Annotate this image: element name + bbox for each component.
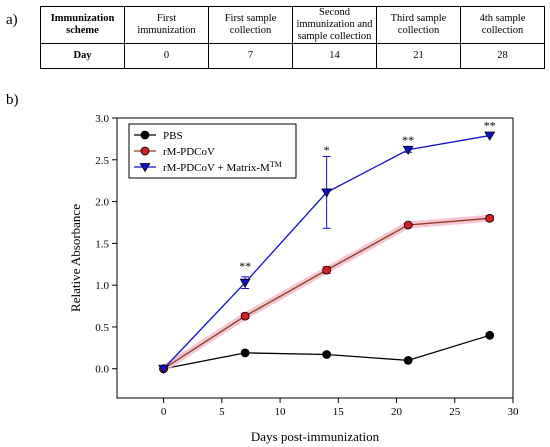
table-cell: 4th sample collection — [460, 6, 545, 44]
series-line-rm-pdcov — [163, 217, 490, 370]
table-cell: 14 — [292, 43, 377, 69]
data-point-rm-pdcov — [322, 265, 332, 275]
table-cell: 28 — [460, 43, 545, 69]
table-row: Day 0 7 14 21 28 — [40, 43, 545, 69]
x-tick-label: 15 — [333, 406, 345, 418]
table-row-header: Day — [40, 43, 125, 69]
significance-label: * — [324, 143, 330, 157]
table-cell: Second immunization and sample collectio… — [292, 6, 377, 44]
y-tick-label: 0.5 — [95, 322, 109, 334]
plot-frame — [116, 117, 514, 399]
legend-label-text: PBS — [163, 130, 183, 142]
table-cell: Third sample collection — [376, 6, 461, 44]
series-glow-rm-pdcov — [161, 214, 490, 372]
legend-marker-rm-pdcov-matrix-m — [139, 163, 151, 173]
legend-label-rm-pdcov-matrix-m: rM-PDCoV + Matrix-MTM — [163, 160, 282, 174]
y-tick-label: 1.0 — [95, 280, 109, 292]
data-point-pbs — [240, 348, 250, 358]
legend-marker-pbs — [140, 130, 150, 140]
data-point-pbs — [322, 350, 332, 359]
y-tick-label: 2.0 — [95, 197, 109, 209]
panel-label-b: b) — [6, 92, 19, 108]
legend-label-text: rM-PDCoV + Matrix-M — [163, 162, 270, 174]
y-tick-label: 2.5 — [95, 155, 109, 167]
data-point-rm-pdcov-matrix-m — [239, 278, 251, 288]
table-row-header: Immunization scheme — [40, 6, 125, 44]
x-tick-label: 20 — [391, 406, 403, 418]
table-cell: First immunization — [124, 6, 209, 44]
legend-box — [128, 123, 297, 179]
x-tick-label: 10 — [275, 406, 287, 418]
significance-label: ** — [484, 119, 496, 133]
table-row: Immunization scheme First immunization Fir… — [40, 6, 545, 44]
significance-label: ** — [239, 259, 251, 273]
data-point-rm-pdcov-matrix-m — [402, 145, 414, 156]
table-cell: 0 — [124, 43, 209, 69]
significance-label: ** — [402, 133, 414, 147]
legend-label-rm-pdcov: rM-PDCoV — [163, 146, 215, 158]
immunization-schedule-table: Immunization scheme First immunization Fir… — [40, 6, 545, 69]
legend-label-pbs: PBS — [163, 130, 183, 142]
table-cell: 7 — [208, 43, 293, 69]
data-point-rm-pdcov-matrix-m — [484, 131, 496, 141]
x-tick-label: 30 — [508, 406, 520, 418]
y-tick-label: 0.0 — [95, 364, 109, 376]
panel-label-a: a) — [6, 12, 18, 28]
y-axis-label: Relative Absorbance — [68, 204, 83, 312]
data-point-pbs — [403, 355, 413, 365]
legend-label-superscript: TM — [270, 160, 282, 169]
data-point-rm-pdcov — [240, 311, 250, 321]
data-point-pbs — [485, 330, 495, 340]
x-tick-label: 25 — [449, 406, 461, 418]
x-tick-label: 0 — [161, 406, 167, 418]
y-tick-label: 1.5 — [95, 238, 109, 250]
table-cell: 21 — [376, 43, 461, 69]
data-point-rm-pdcov — [485, 213, 495, 223]
legend-marker-rm-pdcov — [140, 146, 150, 156]
x-axis-label: Days post-immunization — [251, 429, 380, 444]
data-point-rm-pdcov — [403, 220, 413, 230]
data-point-rm-pdcov-matrix-m — [321, 188, 333, 198]
y-tick-label: 3.0 — [95, 113, 109, 125]
x-tick-label: 5 — [219, 406, 225, 418]
legend-label-text: rM-PDCoV — [163, 146, 215, 158]
data-point-rm-pdcov-matrix-m — [158, 364, 170, 375]
